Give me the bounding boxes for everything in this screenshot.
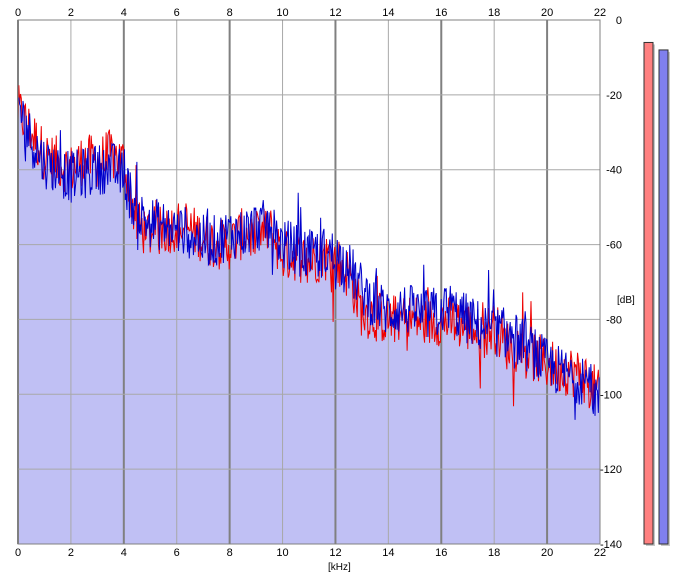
x-tick-label-top: 10 [276,7,288,19]
grid [17,19,601,545]
x-tick-label-top: 8 [227,7,233,19]
x-tick-label-top: 4 [121,7,127,19]
y-tick-label: -40 [606,165,622,177]
x-tick-label: 20 [541,547,553,559]
x-tick-label-top: 12 [329,7,341,19]
spectrum-fill [18,85,600,544]
y-tick-label: -120 [600,464,622,476]
x-tick-label: 14 [382,547,394,559]
x-tick-label-top: 16 [435,7,447,19]
series-lines [17,85,601,420]
y-tick-label: -20 [606,90,622,102]
x-tick-label-top: 20 [541,7,553,19]
x-tick-label: 12 [329,547,341,559]
x-tick-label-top: 14 [382,7,394,19]
y-tick-label: -60 [606,240,622,252]
x-tick-label: 6 [174,547,180,559]
x-tick-label: 22 [594,547,606,559]
level-meter-1 [643,41,654,545]
level-meter-2 [658,49,669,545]
x-tick-label: 10 [276,547,288,559]
x-tick-label: 18 [488,547,500,559]
series-line-2 [17,97,601,420]
x-tick-label: 16 [435,547,447,559]
y-ticks-right: 0 -20 -40 -60 -80 -100 -120 -140 [600,15,622,551]
y-tick-label: 0 [616,15,622,27]
x-tick-label-top: 18 [488,7,500,19]
y-tick-label: -100 [600,389,622,401]
x-tick-label-top: 6 [174,7,180,19]
x-tick-label-top: 22 [594,7,606,19]
x-ticks-bottom: 0 2 4 6 8 10 12 14 16 18 20 22 [15,547,606,559]
x-axis-label: [kHz] [328,562,351,573]
x-tick-label: 0 [15,547,21,559]
x-ticks-top: 0 2 4 6 8 10 12 14 16 18 20 22 [15,7,606,19]
x-tick-label: 8 [227,547,233,559]
x-tick-label-top: 2 [68,7,74,19]
x-tick-label: 2 [68,547,74,559]
plot-frame [17,19,601,545]
spectrum-area [18,85,600,544]
x-tick-label-top: 0 [15,7,21,19]
y-tick-label: -140 [600,539,622,551]
y-axis-label: [dB] [617,295,635,306]
level-meters [643,41,670,546]
y-tick-label: -80 [606,314,622,326]
x-tick-label: 4 [121,547,127,559]
